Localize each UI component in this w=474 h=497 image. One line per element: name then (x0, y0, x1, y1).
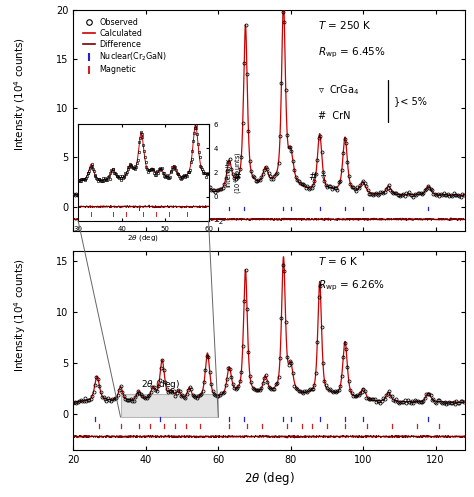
Legend: Observed, Calculated, Difference, Nuclear(Cr$_2$GaN), Magnetic: Observed, Calculated, Difference, Nuclea… (82, 16, 169, 76)
Text: $T$ = 250 K: $T$ = 250 K (318, 19, 372, 31)
Text: #: # (232, 172, 241, 182)
Text: $T$ = 6 K: $T$ = 6 K (318, 255, 358, 267)
Y-axis label: Intensity (10$^4$ counts): Intensity (10$^4$ counts) (13, 37, 28, 151)
Text: 2$\theta$ (deg): 2$\theta$ (deg) (141, 378, 180, 391)
Text: $R$$_{\mathrm{wp}}$ = 6.26%: $R$$_{\mathrm{wp}}$ = 6.26% (318, 279, 385, 293)
Text: $\triangledown$  CrGa$_4$: $\triangledown$ CrGa$_4$ (318, 83, 359, 97)
X-axis label: 2$\theta$ (deg): 2$\theta$ (deg) (244, 470, 294, 487)
Text: }< 5%: }< 5% (394, 96, 427, 106)
X-axis label: 2$\theta$ (deg): 2$\theta$ (deg) (128, 234, 159, 244)
Text: $\triangledown$: $\triangledown$ (204, 172, 211, 182)
Text: #  CrN: # CrN (318, 110, 350, 121)
Text: $\triangledown$: $\triangledown$ (320, 172, 327, 182)
Y-axis label: Intensity (10$^4$ counts): Intensity (10$^4$ counts) (13, 257, 28, 372)
Bar (120, 394, 219, 417)
Y-axis label: Intensity
(10$^4$ counts): Intensity (10$^4$ counts) (225, 152, 245, 194)
Text: $R$$_{\mathrm{wp}}$ = 6.45%: $R$$_{\mathrm{wp}}$ = 6.45% (318, 45, 386, 60)
Text: #: # (308, 172, 317, 182)
